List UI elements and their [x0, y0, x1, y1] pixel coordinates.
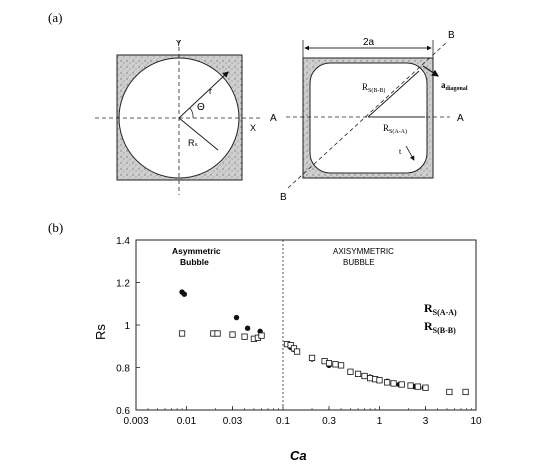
- a-diagonal-label: adiagonal: [441, 80, 468, 92]
- a-diagonal-arrow: [422, 65, 439, 77]
- data-point-rs-bb: [337, 362, 345, 369]
- square-bubble-diagram: 2a A A B B RS(B-B) RS(A-A) adiagonal t: [270, 30, 468, 203]
- film-t-label: t: [399, 147, 402, 156]
- data-point-rs-bb: [422, 384, 429, 391]
- rs-vs-ca-chart: 0.003 0.01 0.03 0.1 0.3 1 3 10 0.6 0.8 1 1.2 1.4 As…: [93, 236, 482, 463]
- bb-diagonal-line: [287, 41, 448, 189]
- x-tick-label: 0.01: [177, 416, 197, 427]
- x-tick-label: 0.003: [123, 416, 148, 427]
- film-t-arrow: [405, 145, 415, 161]
- data-point-rs-bb: [290, 345, 298, 352]
- a-left-label: A: [270, 113, 277, 124]
- y-tick-label: 1.2: [116, 279, 130, 290]
- data-point-rs-bb: [376, 377, 383, 384]
- legend-rs-bb: RS(B-B): [424, 319, 456, 335]
- x-axis-label: X: [250, 123, 256, 133]
- y-axis-title: Rs: [93, 324, 108, 340]
- data-point-rs-bb: [354, 370, 362, 377]
- x-ticks: 0.003 0.01 0.03 0.1 0.3 1 3 10: [123, 406, 482, 427]
- data-point-rs-aa: [233, 314, 240, 321]
- data-point-rs-bb: [241, 333, 248, 340]
- circle-in-square-diagram: Y X r Θ Rₛ: [95, 39, 262, 195]
- rs-bb-label: RS(B-B): [362, 82, 385, 94]
- data-point-rs-bb: [308, 354, 316, 362]
- panel-a-label: (a): [48, 10, 62, 25]
- x-tick-label: 10: [470, 416, 482, 427]
- a-right-label: A: [457, 113, 464, 124]
- data-point-rs-bb: [229, 331, 236, 338]
- y-ticks: 0.6 0.8 1 1.2 1.4: [116, 236, 140, 417]
- data-point-rs-bb: [361, 372, 368, 380]
- y-tick-label: 1.4: [116, 236, 130, 247]
- r-label: r: [209, 86, 212, 96]
- y-tick-label: 1: [124, 321, 130, 332]
- x-tick-label: 0.3: [322, 416, 336, 427]
- x-tick-label: 1: [377, 416, 383, 427]
- x-tick-label: 0.1: [276, 416, 290, 427]
- radius-r-arrow: [178, 71, 229, 119]
- b-bottom-label: B: [280, 192, 287, 203]
- data-point-rs-bb: [287, 342, 294, 349]
- data-point-rs-bb: [332, 361, 339, 368]
- data-point-rs-aa: [181, 291, 188, 297]
- annotation-bubble-left: Bubble: [180, 257, 209, 267]
- y-axis-label: Y: [176, 39, 182, 48]
- rs-label: Rₛ: [188, 138, 198, 148]
- rs-bb-line: [367, 70, 420, 118]
- rs-aa-label: RS(A-A): [383, 123, 407, 135]
- x-tick-label: 3: [423, 416, 429, 427]
- theta-arc: [189, 107, 194, 119]
- annotation-axisymmetric: AXISYMMETRIC: [333, 247, 394, 256]
- data-point-rs-bb: [384, 379, 391, 386]
- x-tick-label: 0.03: [223, 416, 243, 427]
- annotation-bubble-right: BUBBLE: [343, 258, 375, 267]
- data-point-rs-bb: [390, 380, 397, 387]
- b-top-label: B: [448, 30, 455, 41]
- data-point-rs-bb: [325, 360, 333, 367]
- radius-rs-line: [178, 117, 219, 151]
- data-point-rs-bb: [347, 368, 354, 375]
- data-point-rs-bb: [258, 332, 265, 339]
- y-tick-label: 0.8: [116, 364, 130, 375]
- data-point-rs-bb: [462, 388, 469, 396]
- data-point-rs-bb: [407, 382, 414, 389]
- data-point-rs-bb: [398, 381, 405, 388]
- data-point-rs-bb: [214, 330, 221, 337]
- data-markers: [178, 289, 469, 396]
- x-axis-title: Ca: [290, 448, 307, 463]
- y-tick-label: 0.6: [116, 406, 130, 417]
- theta-label: Θ: [197, 102, 205, 113]
- data-point-rs-bb: [414, 383, 421, 390]
- panel-b-label: (b): [48, 220, 63, 235]
- width-label: 2a: [363, 37, 375, 48]
- annotation-asymmetric: Asymmetric: [172, 246, 221, 256]
- data-point-rs-bb: [293, 348, 301, 355]
- data-point-rs-bb: [178, 330, 186, 337]
- data-point-rs-bb: [446, 388, 453, 396]
- data-point-rs-aa: [244, 325, 251, 331]
- legend-rs-aa: RS(A-A): [424, 301, 457, 317]
